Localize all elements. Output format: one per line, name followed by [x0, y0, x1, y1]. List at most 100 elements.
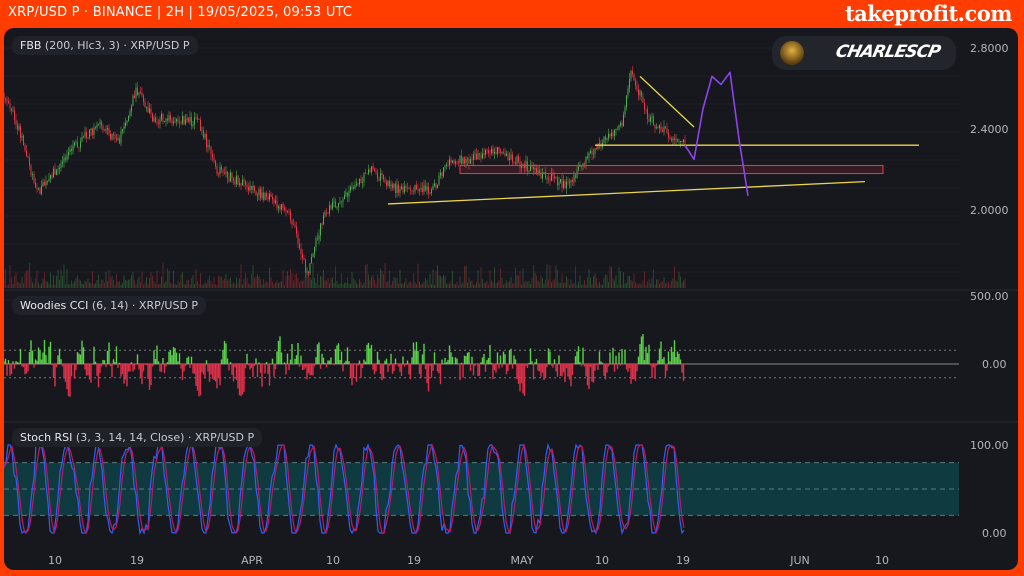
volume-bar — [146, 277, 147, 288]
candle-body — [297, 233, 299, 244]
candle-body — [174, 121, 176, 123]
candle-body — [74, 142, 75, 146]
volume-bar — [45, 281, 47, 288]
main-legend[interactable]: FBB (200, Hlc3, 3) · XRP/USD P — [12, 36, 198, 55]
candle-body — [402, 186, 404, 193]
volume-bar — [642, 280, 644, 288]
candle-body — [146, 106, 147, 108]
volume-bar — [566, 276, 567, 288]
candle-body — [359, 178, 360, 185]
candle-body — [611, 132, 612, 137]
candle-body — [587, 156, 588, 158]
volume-bar — [105, 271, 107, 288]
candle-body — [6, 99, 8, 102]
candle-body — [528, 170, 530, 172]
volume-bar — [534, 272, 536, 288]
volume-bar — [359, 279, 360, 288]
volume-bar — [95, 282, 96, 288]
volume-bar — [326, 280, 327, 288]
candle-body — [186, 118, 188, 120]
volume-bar — [600, 284, 602, 288]
chart-panel[interactable]: 2.8000 2.4000 2.0000 500.00 0.00 100.00 0.00 10… — [4, 28, 1018, 570]
volume-bar — [627, 275, 629, 288]
volume-bar — [242, 284, 243, 288]
volume-bar — [77, 275, 78, 288]
volume-bar — [674, 266, 675, 288]
candle-body — [341, 201, 342, 203]
candle-body — [204, 134, 206, 138]
volume-bar — [302, 280, 303, 288]
volume-bar — [330, 278, 332, 288]
volume-bar — [494, 267, 495, 288]
candle-body — [674, 138, 675, 140]
volume-bar — [486, 280, 488, 288]
volume-bar — [51, 284, 53, 288]
volume-bar — [644, 271, 645, 288]
candle-body — [464, 157, 465, 164]
candle-body — [414, 184, 416, 192]
candle-body — [512, 154, 513, 163]
candle-body — [24, 145, 26, 151]
volume-bar — [671, 280, 672, 288]
volume-bar — [195, 268, 197, 288]
candle-body — [653, 116, 654, 125]
cci-legend[interactable]: Woodies CCI (6, 14) · XRP/USD P — [12, 296, 207, 315]
time-axis-label: 19 — [676, 554, 690, 567]
volume-bar — [453, 283, 455, 288]
candle-body — [375, 171, 377, 173]
volume-bar — [476, 281, 477, 288]
candle-body — [68, 152, 69, 156]
candle-body — [677, 138, 678, 142]
candle-body — [288, 211, 290, 212]
stoch-legend[interactable]: Stoch RSI (3, 3, 14, 14, Close) · XRP/US… — [12, 428, 263, 447]
candle-body — [44, 182, 45, 186]
volume-bar — [86, 282, 87, 288]
candle-body — [566, 181, 567, 189]
candle-body — [417, 189, 419, 191]
volume-bar — [576, 284, 578, 288]
volume-bar — [468, 276, 470, 288]
candle-body — [20, 126, 21, 138]
volume-bar — [23, 283, 24, 288]
candle-body — [306, 271, 308, 273]
volume-bar — [348, 283, 350, 288]
candle-body — [137, 87, 138, 95]
volume-bar — [270, 277, 272, 288]
volume-bar — [659, 283, 660, 288]
candle-body — [660, 125, 662, 131]
volume-bar — [639, 282, 641, 288]
volume-bar — [489, 270, 491, 288]
volume-bar — [365, 264, 366, 288]
volume-bar — [345, 282, 347, 288]
volume-bar — [531, 277, 533, 288]
volume-bar — [447, 283, 449, 288]
candle-body — [647, 109, 648, 120]
volume-bar — [189, 284, 191, 288]
volume-bar — [357, 284, 359, 288]
candle-body — [299, 243, 300, 249]
candle-body — [135, 87, 137, 99]
volume-bar — [603, 277, 605, 288]
volume-bar — [261, 284, 263, 288]
volume-bar — [440, 276, 441, 288]
candle-body — [423, 185, 425, 192]
volume-bar — [60, 269, 62, 288]
candle-body — [159, 119, 161, 124]
candle-body — [326, 212, 327, 213]
candle-body — [369, 169, 371, 173]
candle-body — [387, 180, 389, 186]
chart-canvas[interactable]: 2.8000 2.4000 2.0000 500.00 0.00 100.00 0.00 10… — [4, 28, 1018, 570]
time-axis-label: 10 — [595, 554, 609, 567]
volume-bar — [624, 283, 626, 288]
volume-bar — [432, 269, 434, 288]
candle-body — [113, 133, 114, 135]
candle-body — [125, 122, 126, 127]
candle-body — [9, 103, 11, 109]
legend-name: Stoch RSI — [20, 431, 73, 444]
candle-body — [162, 114, 164, 122]
candle-body — [633, 74, 635, 81]
candle-body — [513, 162, 515, 163]
volume-bar — [288, 275, 290, 288]
candle-body — [378, 178, 380, 181]
volume-bar — [140, 282, 141, 288]
